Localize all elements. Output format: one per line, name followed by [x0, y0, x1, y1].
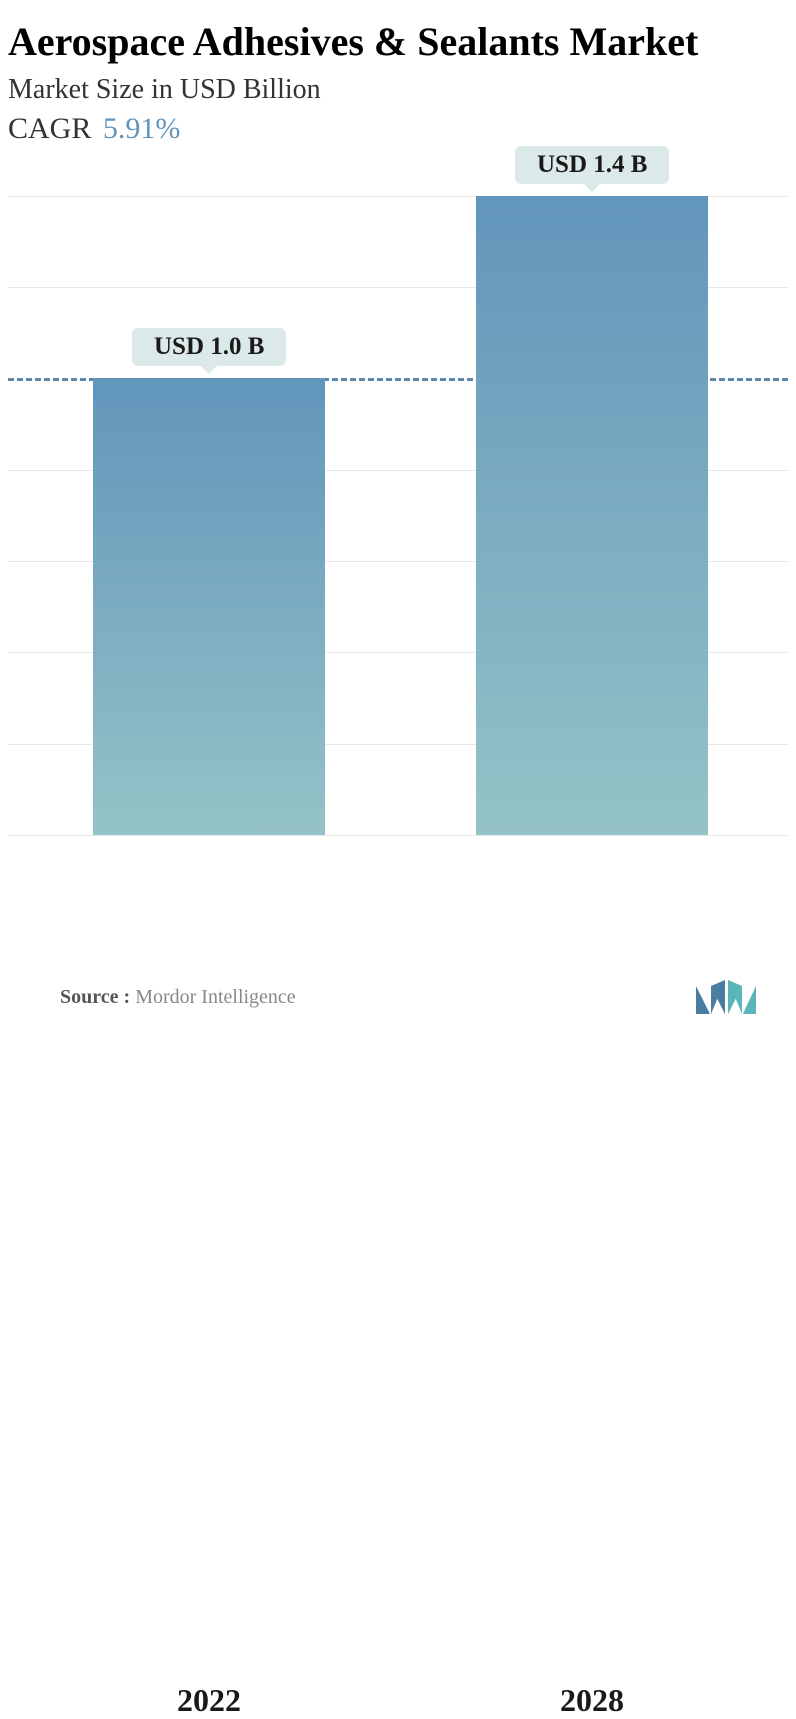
x-axis-label: 2022	[93, 1682, 325, 1719]
bar-value-label: USD 1.0 B	[132, 328, 286, 366]
source-label: Source :	[60, 986, 130, 1008]
cagr-label: CAGR	[8, 112, 91, 145]
source-attribution: Source : Mordor Intelligence	[60, 986, 296, 1009]
gridline	[8, 835, 788, 836]
bar-value-label: USD 1.4 B	[515, 146, 669, 184]
cagr-value: 5.91%	[103, 112, 181, 145]
cagr-row: CAGR 5.91%	[8, 112, 788, 146]
page-title: Aerospace Adhesives & Sealants Market	[8, 18, 788, 66]
bar	[476, 196, 708, 835]
x-axis-label: 2028	[476, 1682, 708, 1719]
source-value: Mordor Intelligence	[135, 986, 296, 1008]
bar	[93, 378, 325, 835]
subtitle: Market Size in USD Billion	[8, 74, 788, 106]
chart-area: USD 1.0 BUSD 1.4 B	[8, 150, 788, 835]
logo-icon	[696, 980, 756, 1014]
footer: Source : Mordor Intelligence	[0, 980, 796, 1014]
chart-container: Aerospace Adhesives & Sealants Market Ma…	[0, 0, 796, 1034]
